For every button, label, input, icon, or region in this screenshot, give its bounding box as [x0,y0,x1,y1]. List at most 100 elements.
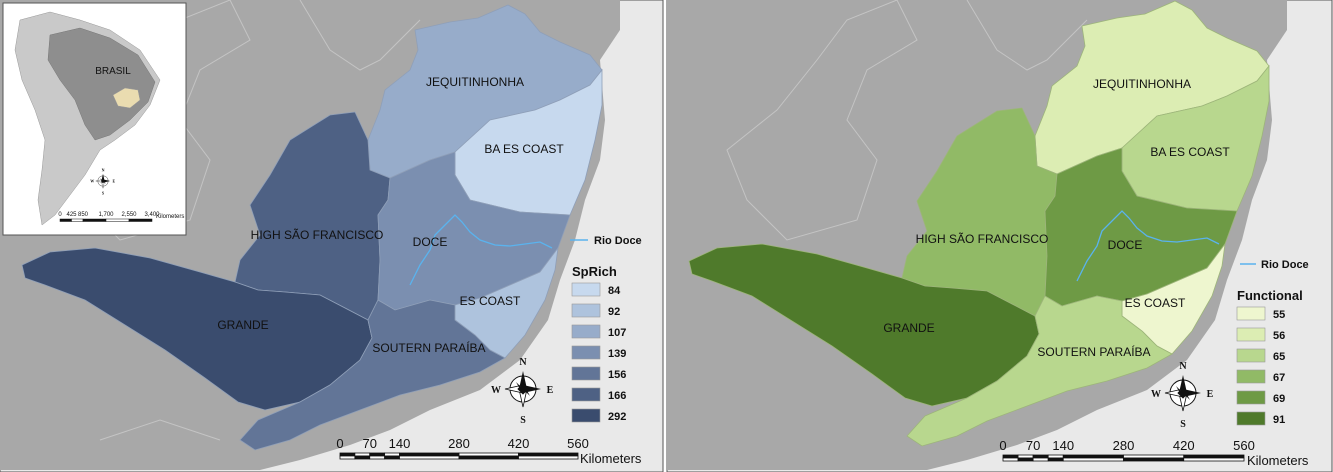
scale-segment [1123,457,1185,462]
legend-title: Functional [1237,288,1303,303]
scale-segment [339,455,356,460]
legend-label: 166 [608,390,626,402]
scale-unit: Kilometers [580,451,642,466]
scale-segment [1017,457,1034,462]
map-panel-sprich: JEQUITINHONHA BA ES COAST HIGH SÃO FRANC… [0,0,664,472]
region-label-southern-paraiba: SOUTERN PARAÍBA [372,340,485,355]
region-label-jequitinhonha: JEQUITINHONHA [1093,77,1191,91]
legend-title: SpRich [572,264,617,279]
legend-label: 92 [608,306,620,318]
scale-tick-label: 420 [508,436,530,451]
region-label-grande: GRANDE [883,321,934,335]
scale-segment [1032,457,1049,462]
legend-label: 156 [608,369,626,381]
scale-segment [1002,457,1019,462]
region-label-doce: DOCE [1108,238,1143,252]
scale-segment [384,455,400,460]
inset-scale-tick: 2,550 [121,212,137,218]
region-label-jequitinhonha: JEQUITINHONHA [426,75,524,89]
compass-e: E [1207,389,1214,400]
scale-segment [1183,457,1245,462]
legend-label: 67 [1273,372,1285,384]
legend-label: 292 [608,411,626,423]
legend-swatch [571,387,601,402]
inset-map: BRASIL N S E W 0 425 850 1,700 2,550 3,400 Ki… [2,2,187,236]
region-label-southern-paraiba: SOUTERN PARAÍBA [1037,344,1150,359]
legend-swatch [571,408,601,423]
scale-segment [369,452,386,457]
region-label-es-coast: ES COAST [1125,296,1186,310]
compass-n: N [1179,361,1187,372]
legend-label: 65 [1273,351,1285,363]
state-border [99,419,221,441]
legend-swatch [1236,348,1266,363]
region-label-es-coast: ES COAST [460,294,521,308]
scale-tick-label: 140 [1052,438,1074,453]
scale-segment [384,452,400,457]
inset-scale-tick: 850 [78,212,89,218]
scale-tick-label: 280 [1113,438,1135,453]
scale-segment [399,455,460,460]
scale-bar: 0 70 140 280 420 560 Kilometers [999,438,1309,468]
state-border [966,0,1088,71]
legend-swatch [571,324,601,339]
north-arrow: N S E W [1151,361,1214,430]
inset-north-arrow: N S E W [90,167,115,195]
scale-segment [1062,457,1124,462]
region-label-doce: DOCE [413,235,448,249]
scale-tick-labels: 0 70 140 280 420 560 [336,436,588,451]
state-border [299,0,421,71]
scale-segment [1062,454,1124,459]
compass-w: W [491,385,501,396]
scale-unit: Kilometers [1247,453,1309,468]
legend-functional: Functional 55 56 65 67 69 91 [1236,288,1303,426]
legend-label: 139 [608,348,626,360]
north-arrow: N S E W [491,357,554,426]
scale-segment [518,455,579,460]
inset-country-label: BRASIL [95,66,131,77]
state-border [726,0,918,241]
scale-segment [458,452,519,457]
legend-swatch [1236,327,1266,342]
legend-label: 56 [1273,330,1285,342]
legend-label: 84 [608,285,621,297]
inset-study-area [112,87,141,109]
rio-doce-river [1076,210,1220,282]
legend-swatch [1236,390,1266,405]
map-panel-functional: JEQUITINHONHA BA ES COAST HIGH SÃO FRANC… [666,0,1333,472]
scale-tick-label: 560 [1233,438,1255,453]
scale-segment [458,455,519,460]
scale-segment [518,452,579,457]
inset-scale-tick: 3,400 [144,212,160,218]
scale-segment [369,455,386,460]
legend-items: 84 92 107 139 156 166 292 [571,282,626,423]
river-legend-label: Rio Doce [1261,259,1309,271]
inset-brasil [47,27,156,141]
scale-segment [1032,454,1049,459]
scale-segment [1002,454,1019,459]
inset-scale-segment [128,218,153,222]
region-label-grande: GRANDE [217,318,268,332]
compass-s: S [520,415,526,426]
legend-swatch [571,303,601,318]
river-legend: Rio Doce [570,235,642,247]
scale-tick-label: 70 [363,436,377,451]
scale-bar: 0 70 140 280 420 560 Kilometers [336,436,642,466]
scale-bar-segments [339,452,579,460]
inset-scale-bar: 0 425 850 1,700 2,550 3,400 [58,212,160,222]
scale-tick-label: 0 [999,438,1006,453]
inset-scale-tick: 0 [58,212,62,218]
scale-tick-label: 560 [567,436,589,451]
legend-label: 55 [1273,309,1285,321]
legend-swatch [1236,306,1266,321]
region-label-ba-es-coast: BA ES COAST [1150,145,1230,159]
region-label-high-sao-francisco: HIGH SÃO FRANCISCO [251,228,384,242]
legend-swatch [1236,369,1266,384]
inset-compass-e: E [112,179,115,184]
inset-compass-s: S [102,191,105,196]
legend-swatch [571,345,601,360]
legend-sprich: SpRich 84 92 107 139 156 166 292 [571,264,626,423]
scale-segment [399,452,460,457]
inset-scale-unit: Kilometers [156,214,184,220]
